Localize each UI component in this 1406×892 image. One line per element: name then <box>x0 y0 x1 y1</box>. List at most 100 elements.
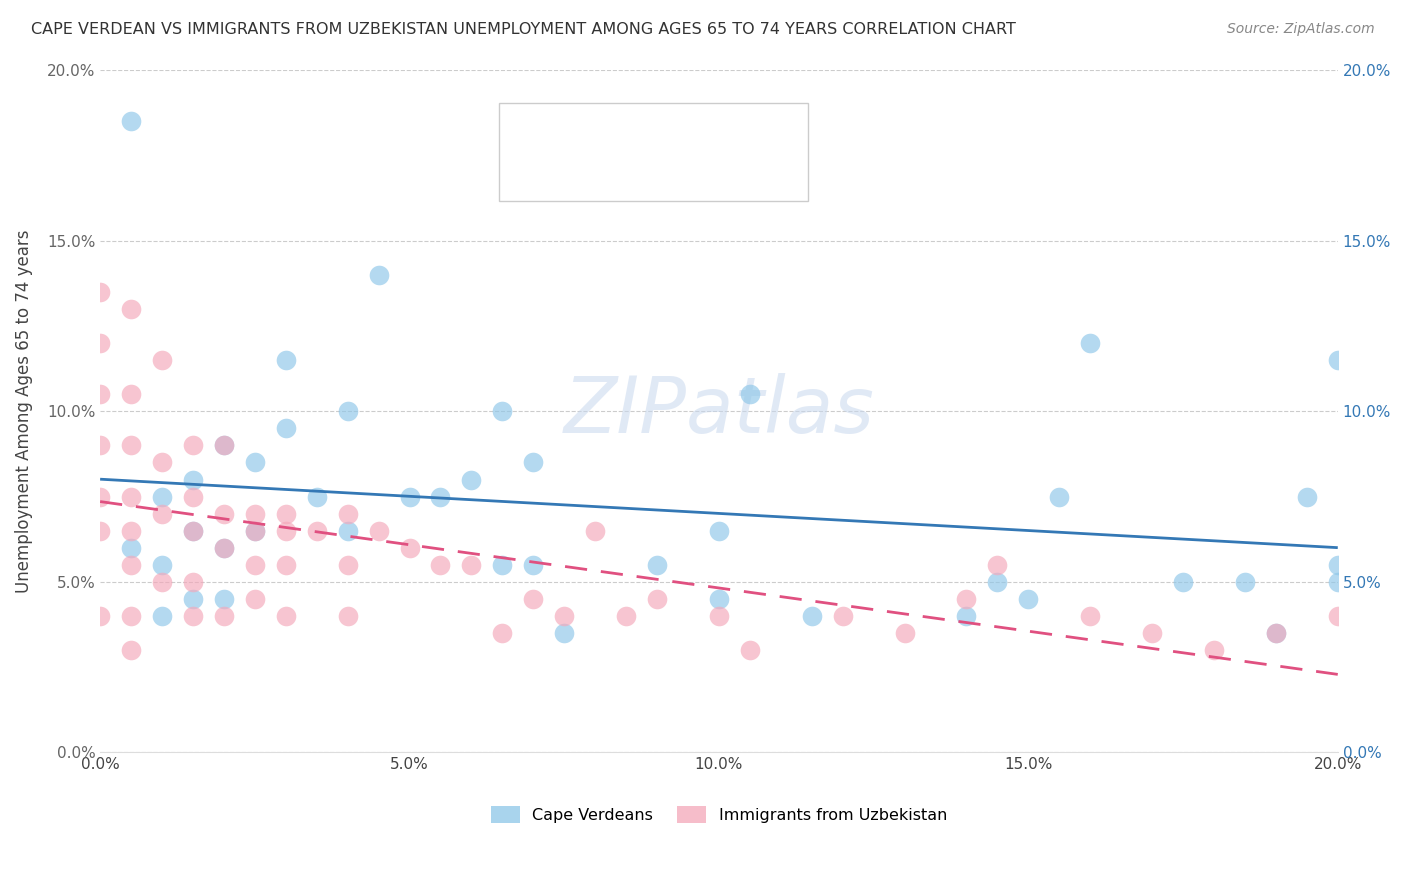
Point <box>429 490 451 504</box>
Point <box>305 524 328 538</box>
Point <box>893 626 915 640</box>
Point <box>274 558 297 572</box>
Point <box>1295 490 1317 504</box>
Point <box>181 591 204 606</box>
Point <box>150 574 173 589</box>
Y-axis label: Unemployment Among Ages 65 to 74 years: Unemployment Among Ages 65 to 74 years <box>15 229 32 593</box>
Point <box>522 455 544 469</box>
Text: -0.083: -0.083 <box>598 125 652 140</box>
Point <box>553 609 575 624</box>
Point <box>181 473 204 487</box>
Point <box>429 558 451 572</box>
Point <box>150 507 173 521</box>
Text: -0.060: -0.060 <box>598 161 652 177</box>
Point <box>1017 591 1039 606</box>
Point <box>738 387 761 401</box>
Point <box>336 609 359 624</box>
Point <box>738 643 761 657</box>
Bar <box>519 120 547 145</box>
Point <box>986 558 1008 572</box>
Text: CAPE VERDEAN VS IMMIGRANTS FROM UZBEKISTAN UNEMPLOYMENT AMONG AGES 65 TO 74 YEAR: CAPE VERDEAN VS IMMIGRANTS FROM UZBEKIST… <box>31 22 1015 37</box>
Point <box>120 301 142 316</box>
Point <box>614 609 637 624</box>
Point <box>800 609 823 624</box>
Point <box>150 353 173 368</box>
Text: N =: N = <box>673 125 707 140</box>
Point <box>89 438 111 452</box>
Point <box>243 558 266 572</box>
Point <box>120 490 142 504</box>
Text: ZIPatlas: ZIPatlas <box>564 373 875 450</box>
Point <box>1264 626 1286 640</box>
Point <box>120 643 142 657</box>
Point <box>491 558 513 572</box>
Point <box>583 524 606 538</box>
Point <box>120 114 142 128</box>
Point <box>274 421 297 435</box>
Point <box>181 490 204 504</box>
Point <box>955 609 977 624</box>
Point <box>305 490 328 504</box>
Point <box>120 387 142 401</box>
Point <box>181 524 204 538</box>
Legend: Cape Verdeans, Immigrants from Uzbekistan: Cape Verdeans, Immigrants from Uzbekista… <box>491 806 948 823</box>
Point <box>212 507 235 521</box>
Point <box>89 387 111 401</box>
Point <box>367 268 389 282</box>
Text: 44: 44 <box>716 125 737 140</box>
Point <box>212 609 235 624</box>
Point <box>1326 353 1348 368</box>
Text: N =: N = <box>673 161 707 177</box>
Point <box>243 507 266 521</box>
Point <box>212 541 235 555</box>
Point <box>150 490 173 504</box>
Point <box>212 591 235 606</box>
Point <box>120 609 142 624</box>
Point <box>89 609 111 624</box>
Point <box>1264 626 1286 640</box>
Point <box>986 574 1008 589</box>
Point <box>1078 336 1101 351</box>
Point <box>707 591 730 606</box>
Point <box>274 609 297 624</box>
Point <box>398 490 420 504</box>
Point <box>212 541 235 555</box>
Point <box>89 285 111 299</box>
Point <box>336 507 359 521</box>
Point <box>831 609 853 624</box>
Point <box>150 609 173 624</box>
Point <box>336 524 359 538</box>
Bar <box>519 156 547 182</box>
Point <box>120 524 142 538</box>
Point <box>491 626 513 640</box>
Point <box>707 609 730 624</box>
Point <box>367 524 389 538</box>
Point <box>150 455 173 469</box>
Point <box>150 558 173 572</box>
Point <box>1326 574 1348 589</box>
Point <box>181 609 204 624</box>
Point <box>955 591 977 606</box>
Point <box>243 524 266 538</box>
Point <box>1171 574 1194 589</box>
Point <box>645 558 668 572</box>
Point <box>243 524 266 538</box>
Point <box>243 591 266 606</box>
Point <box>398 541 420 555</box>
Point <box>120 438 142 452</box>
Point <box>522 558 544 572</box>
Point <box>120 558 142 572</box>
Point <box>89 524 111 538</box>
Point <box>1202 643 1225 657</box>
Point <box>243 455 266 469</box>
Point <box>1233 574 1256 589</box>
Point <box>1140 626 1163 640</box>
Point <box>1047 490 1070 504</box>
Point <box>212 438 235 452</box>
Point <box>181 438 204 452</box>
Point <box>274 524 297 538</box>
Point <box>460 473 482 487</box>
Text: 61: 61 <box>716 161 737 177</box>
Point <box>1326 609 1348 624</box>
Point <box>336 558 359 572</box>
